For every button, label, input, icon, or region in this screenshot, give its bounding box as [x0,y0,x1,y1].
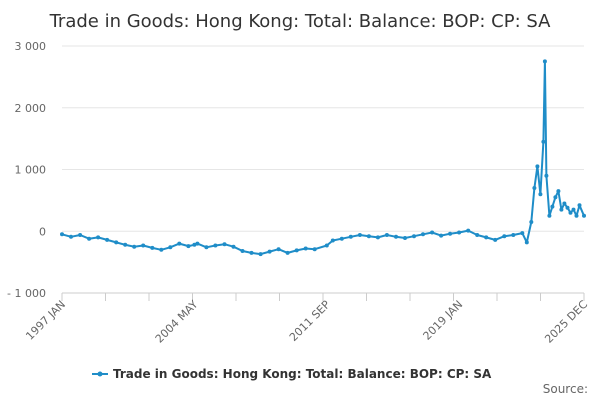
data-point [285,250,290,255]
data-point [529,220,534,224]
data-point [553,195,558,200]
data-point [276,247,281,252]
data-point [394,234,398,239]
data-point [159,247,164,252]
y-tick-label: 0 [39,225,46,238]
x-tick-label: 2025 DEC [542,298,590,346]
data-point [556,189,561,194]
data-point [568,210,573,215]
data-point [249,250,254,255]
data-point [312,247,317,252]
data-point [502,234,507,239]
data-point [222,242,227,247]
data-point [150,245,155,250]
data-point [475,233,480,237]
data-point [421,232,425,237]
data-point [87,236,92,241]
data-point [466,228,471,233]
series-line [61,60,585,256]
data-point [195,241,200,246]
data-point [357,233,362,237]
data-point [571,207,576,212]
data-point [484,235,489,240]
data-point [168,245,173,250]
data-point [574,213,579,218]
data-point [258,252,263,257]
legend-label: Trade in Goods: Hong Kong: Total: Balanc… [113,367,492,381]
data-point [524,240,529,245]
data-point [123,242,128,247]
data-point [78,233,83,237]
data-point [267,249,272,254]
data-point [204,245,209,250]
data-point [547,213,552,218]
y-tick-label: 3 000 [15,40,47,53]
data-point [96,235,101,240]
data-point [240,249,245,253]
data-point [132,244,137,249]
data-point [538,192,543,197]
data-point [324,243,329,248]
y-tick-label: 1 000 [15,164,47,177]
data-point [339,236,344,241]
data-point [562,201,567,206]
data-point [565,205,570,210]
data-point [412,234,416,239]
chart-title: Trade in Goods: Hong Kong: Total: Balanc… [49,11,552,32]
data-point [294,248,299,253]
data-point [177,241,182,246]
data-point [582,213,586,218]
data-point [493,237,498,242]
x-tick-label: 2011 SEP [287,298,333,344]
data-point [186,244,191,249]
data-point [303,246,308,251]
data-point [60,232,64,237]
data-point [69,234,73,239]
plot-area [60,59,586,257]
data-point [105,237,110,242]
data-point [366,234,371,239]
data-point [550,204,555,209]
data-point [231,244,236,249]
data-point [403,236,407,240]
data-point [439,233,444,238]
data-point [114,240,119,245]
data-point [384,233,389,237]
x-tick-label: 2019 JAN [421,298,466,343]
data-point [448,231,453,236]
data-point [532,186,537,190]
x-tick-label: 1997 JAN [23,298,68,343]
data-point [375,235,380,240]
legend-item[interactable]: Trade in Goods: Hong Kong: Total: Balanc… [92,367,492,381]
data-point [577,203,582,208]
y-tick-label: - 1 000 [7,287,46,300]
y-tick-label: 2 000 [15,102,47,115]
data-point [330,238,335,243]
x-axis [61,292,585,301]
data-point [141,243,146,248]
data-point [213,243,218,248]
data-point [535,164,540,169]
y-axis-ticks: - 1 000 0 1 000 2 000 3 000 [7,40,46,300]
chart-credits[interactable]: Source: [543,382,588,396]
data-point [511,233,516,237]
x-tick-label: 2004 MAY [153,298,201,346]
data-point [544,173,549,178]
data-point [348,234,353,239]
gridlines [62,45,584,294]
data-point [559,207,564,212]
data-point [541,139,546,144]
data-point [520,231,525,236]
data-point [542,59,547,64]
legend-marker [97,371,103,377]
data-point [430,230,435,235]
x-axis-ticks: 1997 JAN 2004 MAY 2011 SEP 2019 JAN 2025 DEC [23,298,590,346]
data-point [192,242,197,247]
data-point [457,230,462,235]
